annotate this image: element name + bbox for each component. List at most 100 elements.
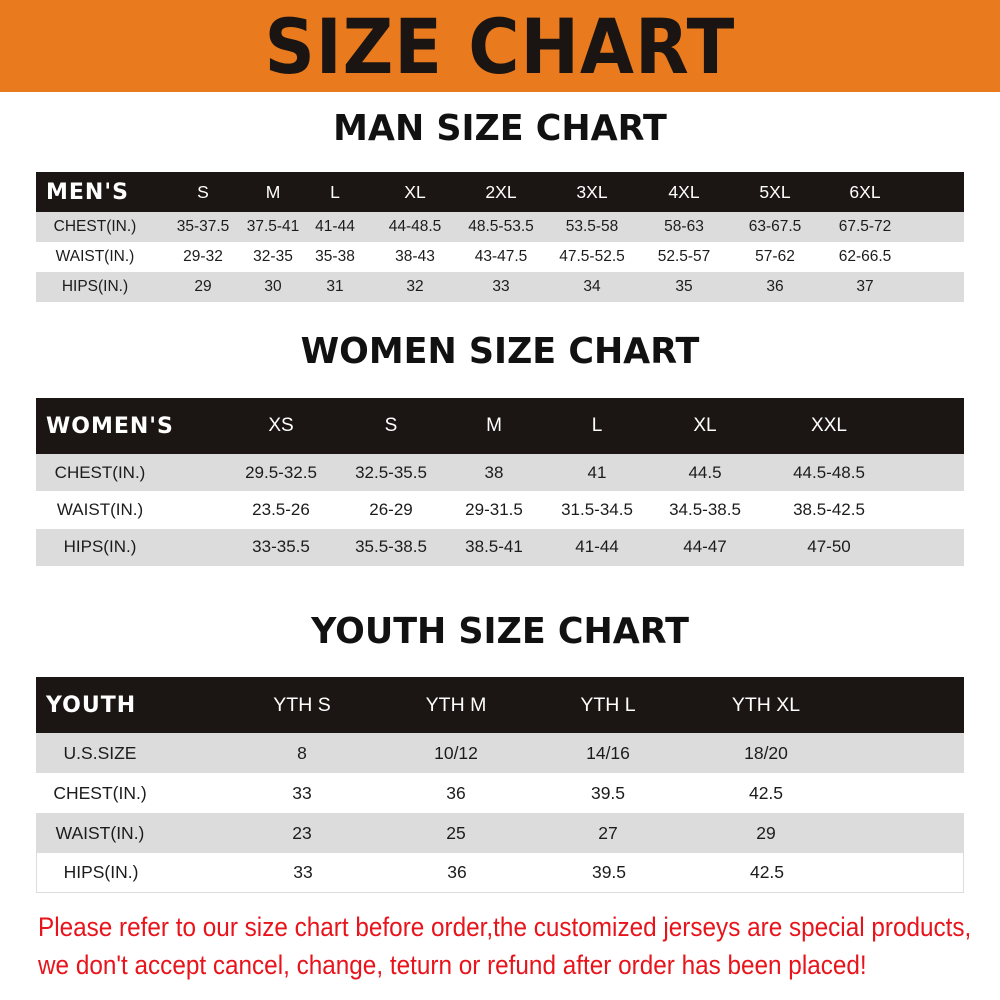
size-value-cell: 41-44 xyxy=(315,218,355,235)
size-column-header: XL xyxy=(693,415,717,436)
size-column-header: S xyxy=(197,181,209,202)
table-corner-label: WOMEN'S xyxy=(46,413,174,439)
women-section-title: WOMEN SIZE CHART xyxy=(300,331,700,372)
size-value-cell: 44-47 xyxy=(683,537,727,557)
size-value-cell: 36 xyxy=(447,862,467,882)
size-value-cell: 38 xyxy=(484,462,504,482)
size-value-cell: 35-37.5 xyxy=(176,218,230,235)
size-value-cell: 43-47.5 xyxy=(474,248,528,265)
size-value-cell: 53.5-58 xyxy=(565,218,619,235)
size-value-cell: 29 xyxy=(756,822,776,843)
size-value-cell: 63-67.5 xyxy=(748,218,802,235)
women-header-row: WOMEN'S XS S M L XL XXL xyxy=(36,398,964,454)
notice-line-1: Please refer to our size chart before or… xyxy=(38,912,972,942)
table-row: U.S.SIZE 8 10/12 14/16 18/20 xyxy=(36,733,964,773)
measurement-label: WAIST(IN.) xyxy=(55,822,145,843)
size-value-cell: 14/16 xyxy=(586,742,630,763)
size-value-cell: 39.5 xyxy=(590,782,626,803)
size-value-cell: 32.5-35.5 xyxy=(355,462,427,482)
size-value-cell: 38.5-41 xyxy=(465,537,523,557)
size-value-cell: 29-31.5 xyxy=(465,499,523,519)
size-value-cell: 32 xyxy=(406,278,424,295)
size-value-cell: 18/20 xyxy=(744,742,788,763)
size-value-cell: 58-63 xyxy=(664,218,704,235)
size-value-cell: 57-62 xyxy=(755,248,795,265)
size-column-header: S xyxy=(384,415,398,436)
youth-header-row: YOUTH YTH S YTH M YTH L YTH XL xyxy=(36,677,964,733)
size-value-cell: 23.5-26 xyxy=(252,499,310,519)
size-value-cell: 33 xyxy=(492,278,510,295)
size-value-cell: 38-43 xyxy=(395,248,435,265)
size-column-header: YTH M xyxy=(425,693,487,716)
measurement-label: HIPS(IN.) xyxy=(61,278,129,295)
size-value-cell: 62-66.5 xyxy=(838,248,892,265)
measurement-label: CHEST(IN.) xyxy=(53,782,147,803)
size-value-cell: 42.5 xyxy=(748,782,784,803)
size-value-cell: 37 xyxy=(856,278,874,295)
size-column-header: XL xyxy=(404,181,426,202)
banner-title: SIZE CHART xyxy=(264,1,736,91)
table-row: HIPS(IN.) 33 36 39.5 42.5 xyxy=(36,853,964,893)
table-row: CHEST(IN.) 29.5-32.5 32.5-35.5 38 41 44.5 44.5… xyxy=(36,454,964,492)
size-value-cell: 27 xyxy=(598,822,618,843)
size-value-cell: 37.5-41 xyxy=(246,218,300,235)
size-value-cell: 25 xyxy=(446,822,466,843)
size-value-cell: 29 xyxy=(194,278,212,295)
size-value-cell: 44.5 xyxy=(688,462,722,482)
table-row: WAIST(IN.) 23 25 27 29 xyxy=(36,813,964,853)
size-value-cell: 33-35.5 xyxy=(252,537,310,557)
size-column-header: XXL xyxy=(811,415,847,436)
size-value-cell: 10/12 xyxy=(434,742,478,763)
table-row: WAIST(IN.) 29-32 32-35 35-38 38-43 43-47.5 47.… xyxy=(36,242,964,272)
measurement-label: HIPS(IN.) xyxy=(63,862,139,882)
size-value-cell: 29.5-32.5 xyxy=(245,462,317,482)
size-column-header: 6XL xyxy=(849,181,881,202)
size-column-header: L xyxy=(591,415,603,436)
notice-line-2: we don't accept cancel, change, teturn o… xyxy=(38,950,867,980)
size-value-cell: 8 xyxy=(297,742,307,763)
size-column-header: M xyxy=(486,415,502,436)
size-value-cell: 47.5-52.5 xyxy=(559,248,625,265)
size-value-cell: 67.5-72 xyxy=(838,218,892,235)
size-column-header: 2XL xyxy=(485,181,517,202)
size-value-cell: 23 xyxy=(292,822,312,843)
size-value-cell: 48.5-53.5 xyxy=(468,218,534,235)
size-value-cell: 39.5 xyxy=(591,862,627,882)
size-column-header: 4XL xyxy=(668,181,700,202)
table-row: HIPS(IN.) 33-35.5 35.5-38.5 38.5-41 41-44 44-… xyxy=(36,528,964,566)
men-section-title: MAN SIZE CHART xyxy=(333,108,667,149)
size-value-cell: 36 xyxy=(766,278,784,295)
size-column-header: 5XL xyxy=(759,181,791,202)
measurement-label: WAIST(IN.) xyxy=(56,499,144,519)
table-row: CHEST(IN.) 33 36 39.5 42.5 xyxy=(36,773,964,813)
size-value-cell: 31 xyxy=(326,278,344,295)
size-value-cell: 44.5-48.5 xyxy=(793,462,865,482)
size-value-cell: 35-38 xyxy=(315,248,355,265)
size-value-cell: 33 xyxy=(293,862,313,882)
size-value-cell: 41 xyxy=(587,462,607,482)
size-value-cell: 34 xyxy=(583,278,601,295)
size-value-cell: 42.5 xyxy=(749,862,785,882)
measurement-label: WAIST(IN.) xyxy=(55,248,135,265)
table-row: WAIST(IN.) 23.5-26 26-29 29-31.5 31.5-34.5 34… xyxy=(36,491,964,529)
size-column-header: L xyxy=(330,181,340,202)
table-corner-label: YOUTH xyxy=(46,692,137,718)
size-value-cell: 44-48.5 xyxy=(388,218,442,235)
size-value-cell: 36 xyxy=(446,782,466,803)
size-value-cell: 41-44 xyxy=(575,537,619,557)
size-value-cell: 31.5-34.5 xyxy=(561,499,633,519)
size-column-header: YTH XL xyxy=(731,693,801,716)
size-value-cell: 29-32 xyxy=(183,248,223,265)
size-value-cell: 47-50 xyxy=(807,537,851,557)
size-value-cell: 52.5-57 xyxy=(657,248,711,265)
men-header-row: MEN'S S M L XL 2XL 3XL 4XL 5XL 6XL xyxy=(36,172,964,212)
table-row: HIPS(IN.) 29 30 31 32 33 34 35 36 37 xyxy=(36,272,964,302)
size-chart-banner: SIZE CHART xyxy=(0,0,1000,92)
size-value-cell: 38.5-42.5 xyxy=(793,499,865,519)
size-value-cell: 32-35 xyxy=(253,248,293,265)
size-value-cell: 35.5-38.5 xyxy=(355,537,427,557)
size-column-header: YTH S xyxy=(273,693,331,716)
size-column-header: YTH L xyxy=(580,693,636,716)
size-value-cell: 34.5-38.5 xyxy=(669,499,741,519)
youth-section-title: YOUTH SIZE CHART xyxy=(311,611,689,652)
